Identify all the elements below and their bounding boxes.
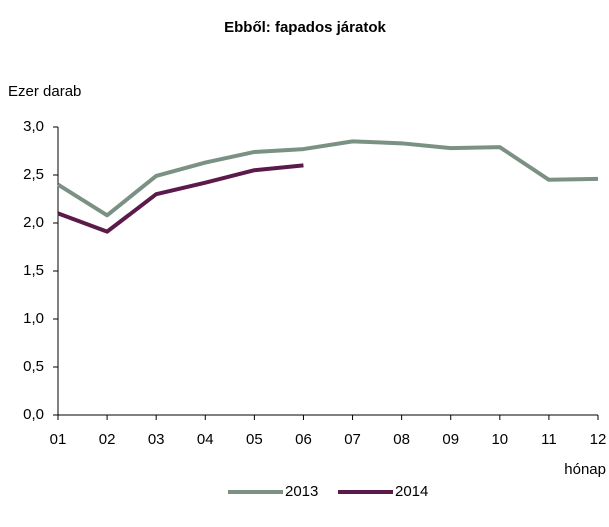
y-tick-label: 3,0 <box>23 118 44 135</box>
series-line <box>56 139 599 218</box>
y-tick-label: 2,0 <box>23 214 44 231</box>
y-tick-label: 0,0 <box>23 406 44 423</box>
y-axis-label: Ezer darab <box>8 83 81 100</box>
x-tick-label: 08 <box>393 431 410 448</box>
y-tick-label: 1,0 <box>23 310 44 327</box>
x-tick-label: 12 <box>590 431 607 448</box>
chart-title: Ebből: fapados járatok <box>224 19 386 36</box>
x-tick-label: 05 <box>246 431 263 448</box>
x-tick-label: 03 <box>148 431 165 448</box>
x-tick-label: 10 <box>491 431 508 448</box>
x-tick-label: 09 <box>442 431 459 448</box>
x-tick-label: 06 <box>295 431 312 448</box>
y-tick-label: 1,5 <box>23 262 44 279</box>
legend-label: 2013 <box>285 483 318 500</box>
x-tick-label: 01 <box>50 431 67 448</box>
y-tick-label: 2,5 <box>23 166 44 183</box>
x-tick-label: 04 <box>197 431 214 448</box>
x-tick-label: 02 <box>99 431 116 448</box>
series-line <box>57 163 304 234</box>
x-axis-label: hónap <box>564 461 606 478</box>
x-tick-label: 11 <box>541 431 557 448</box>
y-tick-label: 0,5 <box>23 358 44 375</box>
x-tick-label: 07 <box>344 431 361 448</box>
legend-label: 2014 <box>395 483 428 500</box>
